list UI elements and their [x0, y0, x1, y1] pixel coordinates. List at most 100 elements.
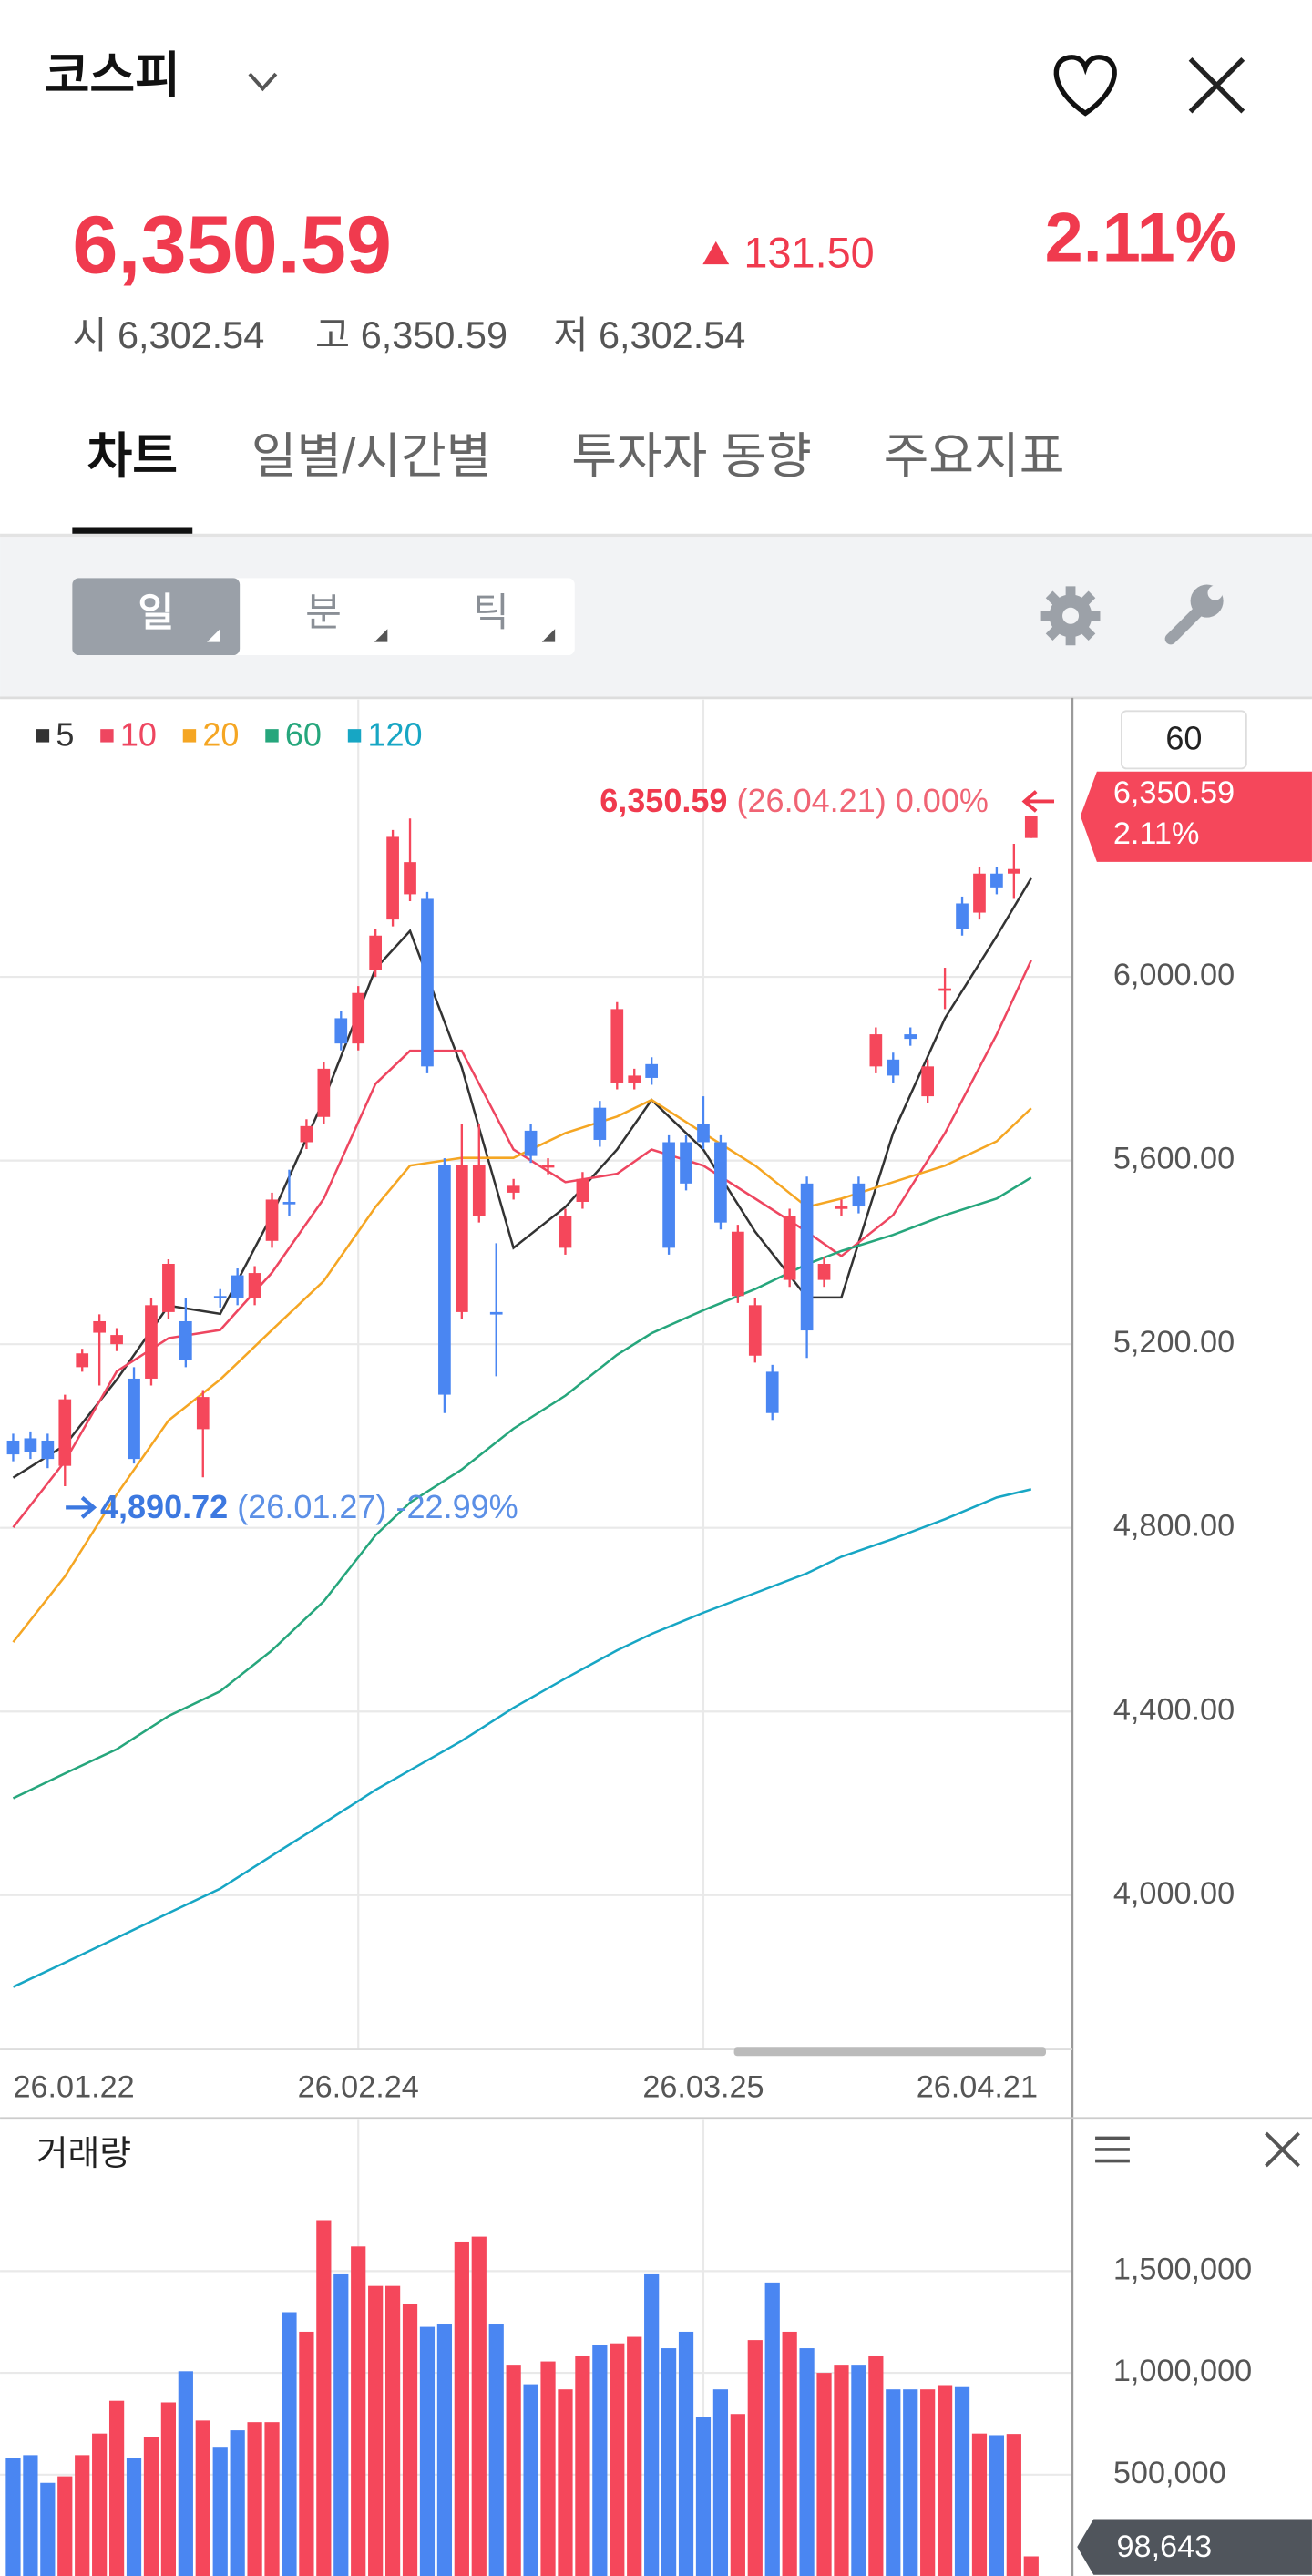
candle-body [645, 1063, 659, 1078]
legend: 5 10 20 60 120 [36, 716, 423, 754]
period-corner [374, 629, 388, 642]
volume-bar [23, 2455, 38, 2576]
tab[interactable]: 투자자 동향 [571, 429, 812, 484]
candle-body [369, 935, 383, 970]
candle-body [628, 1075, 641, 1083]
candle-body [404, 862, 416, 895]
volume-bar [264, 2422, 280, 2576]
current-price: 6,350.59 [72, 200, 392, 292]
candle-body [265, 1199, 279, 1241]
volume-bar [454, 2241, 469, 2576]
volume-bar [1023, 2556, 1039, 2576]
y-tick-label: 1,500,000 [1113, 2252, 1252, 2286]
legend-swatch [347, 729, 362, 743]
volume-bar [540, 2361, 556, 2576]
volume-bar [160, 2402, 177, 2576]
volume-bar [730, 2414, 745, 2576]
volume-bar [678, 2331, 694, 2576]
min-annotation: 4,890.72 (26.01.27) -22.99% [100, 1488, 518, 1525]
candle-body [680, 1142, 692, 1184]
settings-icon[interactable] [1040, 586, 1101, 646]
period-button[interactable]: 틱 [473, 591, 509, 635]
favorite-icon[interactable] [1053, 55, 1117, 117]
candle-body [128, 1378, 140, 1460]
tab[interactable]: 주요지표 [884, 429, 1065, 484]
candle-body [731, 1231, 744, 1297]
volume-bar [351, 2246, 366, 2576]
max-annotation: 6,350.59 (26.04.21) 0.00% [600, 782, 989, 819]
volume-bar [333, 2273, 349, 2576]
volume-bar [799, 2348, 815, 2576]
volume-bar [764, 2282, 780, 2576]
volume-bar [886, 2389, 901, 2576]
volume-bar [903, 2389, 918, 2576]
tab[interactable]: 차트 [87, 429, 178, 484]
volume-close-icon[interactable] [1265, 2131, 1300, 2168]
volume-bar [75, 2455, 90, 2576]
tag-shape [1080, 771, 1312, 862]
date-labels: 26.01.22 26.02.24 26.03.25 26.04.21 [13, 2069, 1038, 2104]
volume-bar [712, 2389, 729, 2576]
volume-title: 거래량 [36, 2135, 131, 2173]
volume-bar [92, 2433, 108, 2576]
open-label: 시 [72, 313, 107, 356]
legend-label: 20 [202, 716, 239, 754]
volume-bar [575, 2355, 590, 2576]
candle-body [938, 988, 951, 991]
period-active-bg [72, 578, 241, 656]
ma-input-value[interactable]: 60 [1165, 719, 1202, 756]
max-arrow [1021, 790, 1055, 813]
close-icon[interactable] [1188, 56, 1245, 114]
y-tick-label: 5,600.00 [1113, 1142, 1235, 1176]
volume-bar [747, 2340, 763, 2576]
period-button[interactable]: 분 [305, 591, 342, 635]
volume-menu-icon[interactable] [1095, 2136, 1130, 2163]
candle-body [507, 1185, 520, 1193]
volume-bar [436, 2324, 453, 2576]
candle-body [282, 1201, 296, 1205]
candle-body [1024, 816, 1038, 838]
volume-bar [178, 2371, 193, 2576]
tab-bar: 차트 일별/시간별 투자자 동향 주요지표 [72, 429, 1065, 536]
moving-average-line [12, 1488, 1032, 1988]
candle-body [783, 1216, 796, 1280]
current-price-tag: 6,350.59 2.11% [1080, 771, 1312, 862]
candle-body [58, 1399, 72, 1466]
volume-bar [954, 2386, 970, 2576]
dropdown-chevron[interactable] [248, 72, 278, 92]
volume-bar [471, 2236, 487, 2576]
tab[interactable]: 일별/시간별 [251, 429, 492, 484]
legend-label: 120 [367, 716, 422, 754]
candle-body [576, 1178, 589, 1202]
candle-body [421, 898, 434, 1067]
candle-body [24, 1438, 37, 1452]
candle-body [455, 1165, 468, 1312]
period-button[interactable]: 일 [138, 591, 174, 635]
candle-body [887, 1059, 900, 1076]
candle-body [800, 1183, 814, 1331]
legend-label: 10 [120, 716, 157, 754]
candle-body [921, 1066, 935, 1097]
candle-body [904, 1034, 917, 1040]
candle-body [869, 1034, 883, 1067]
volume-bar [782, 2331, 797, 2576]
candle-body [852, 1183, 866, 1207]
high-price: 고 6,350.59 [315, 313, 507, 356]
candle-body [990, 873, 1003, 888]
legend-swatch [182, 729, 197, 743]
moving-average-line [12, 1098, 1032, 1643]
volume-bar [195, 2420, 210, 2576]
tools-icon[interactable] [1164, 584, 1224, 645]
volume-bar [282, 2312, 297, 2576]
legend-label: 60 [285, 716, 322, 754]
scrollbar[interactable] [733, 2047, 1047, 2057]
volume-bar [971, 2433, 988, 2576]
candle-body [248, 1273, 261, 1298]
moving-average-line [12, 1176, 1032, 1800]
candle-body [541, 1165, 555, 1168]
x-tick-label: 26.02.24 [298, 2069, 419, 2104]
volume-bar [299, 2331, 314, 2576]
candle-body [179, 1320, 192, 1360]
ma-input-box[interactable] [1121, 710, 1247, 770]
